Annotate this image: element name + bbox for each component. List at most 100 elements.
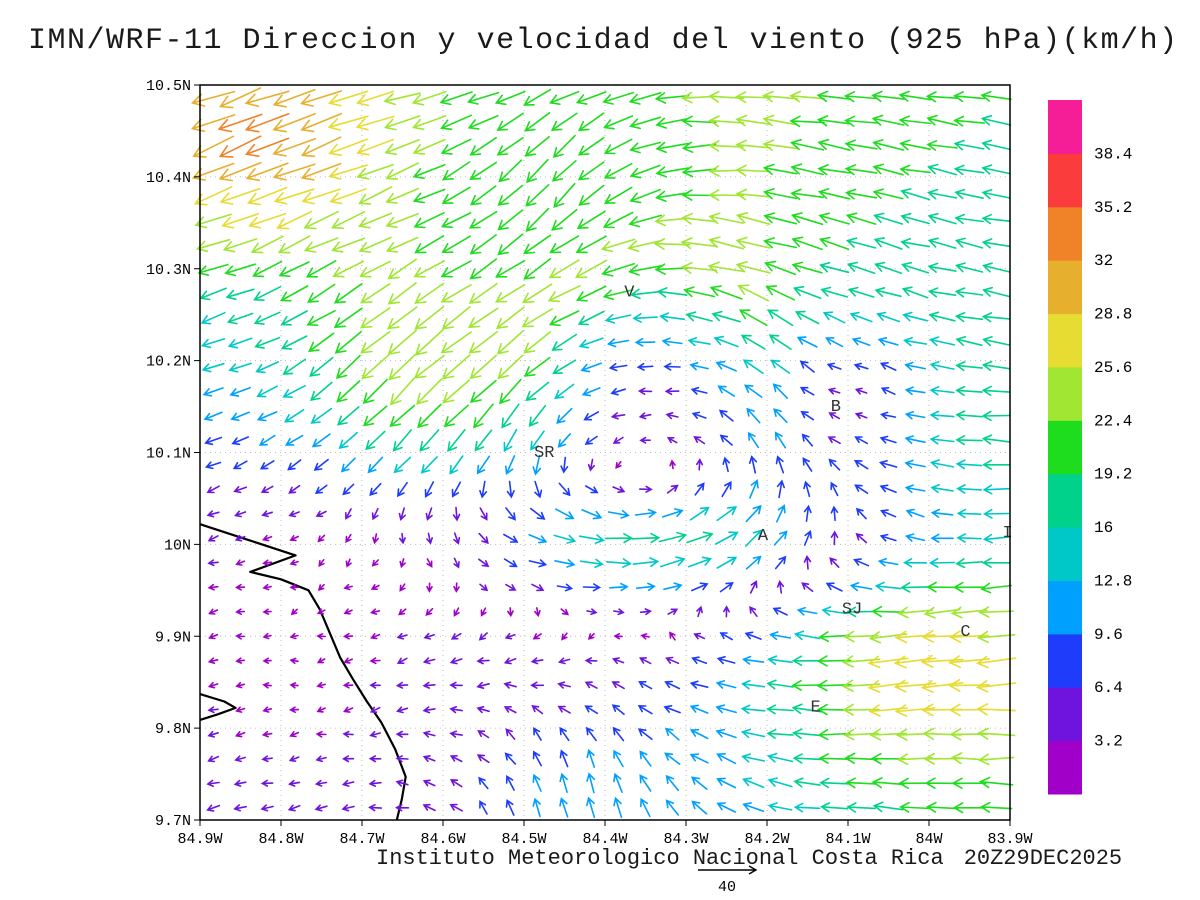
wind-arrow [583,411,600,421]
wind-arrow [601,262,635,277]
wind-arrow [847,286,875,298]
wind-arrow [306,309,336,326]
wind-arrow [948,678,991,692]
wind-arrow [559,772,568,793]
wind-arrow [244,137,290,157]
wind-arrow [741,680,766,690]
wind-arrow [359,260,392,278]
wind-arrow [338,431,358,449]
wind-arrow [469,258,498,280]
wind-arrow [631,532,661,544]
wind-arrow [825,337,844,348]
wind-arrow [898,115,932,127]
chart-caption: Instituto Meteorologico Nacional Costa R… [376,846,1122,871]
wind-arrow [926,140,958,151]
wind-arrow [716,802,736,813]
wind-arrow [414,305,445,330]
wind-arrow [900,212,930,225]
x-tick-label: 84.2W [744,831,789,848]
coastline-segment [199,693,237,721]
wind-arrow [691,800,708,815]
wind-arrow [395,730,409,738]
wind-arrow [505,798,515,816]
wind-arrow [791,679,823,691]
wind-arrow [665,412,679,420]
wind-arrow [476,657,490,665]
wind-arrow [499,378,522,405]
wind-arrow [955,410,983,421]
wind-arrow [469,136,497,156]
wind-arrow [395,779,409,787]
wind-arrow [422,706,436,714]
wind-arrow [793,630,821,641]
wind-arrow [763,237,798,249]
wind-arrow [272,163,316,181]
wind-arrow [342,755,355,763]
wind-arrow [981,238,1011,249]
wind-arrow [245,162,289,182]
wind-arrow [309,381,333,402]
wind-arrow [790,138,825,151]
wind-arrow [369,657,381,665]
wind-arrow [440,260,472,278]
wind-arrow [628,92,662,105]
wind-arrow [982,508,1010,519]
wind-arrow [711,310,741,323]
y-tick-label: 10.4N [146,170,191,187]
wind-arrow [793,777,821,788]
wind-arrow [467,115,499,130]
wind-arrow [846,802,876,813]
wind-arrow [343,583,353,591]
wind-arrow [822,311,846,324]
wind-arrow [557,705,571,714]
wind-arrow [976,655,1017,669]
wind-arrow [300,136,342,158]
wind-arrow [978,776,1014,789]
wind-arrow [627,239,664,252]
wind-arrow [606,338,630,348]
wind-arrow [927,237,957,249]
station-label-sr: SR [534,444,554,463]
station-label-v: V [624,283,635,302]
wind-arrow [816,90,852,103]
wind-arrow [530,681,545,689]
wind-arrow [874,287,902,298]
wind-arrow [577,161,605,181]
wind-arrow [551,333,578,351]
wind-arrow [413,212,445,229]
wind-arrow [206,485,220,494]
wind-arrow [201,362,225,373]
wind-arrow [681,115,717,128]
wind-arrow [927,212,957,225]
wind-arrow [844,115,879,127]
wind-arrow [693,436,706,445]
wind-arrow [745,529,763,547]
wind-arrow [414,235,445,254]
wind-arrow [981,312,1011,323]
wind-arrow [607,509,630,519]
wind-arrow [469,234,497,255]
wind-arrow [525,207,550,232]
wind-arrow [658,531,688,543]
wind-arrow [791,703,823,715]
wind-arrow [289,632,299,640]
wind-arrow [799,360,815,373]
wind-arrow [628,264,663,276]
wind-arrow [411,90,447,106]
wind-arrow [234,534,246,542]
wind-arrow [451,481,462,498]
wind-arrow [532,633,542,640]
wind-arrow [422,779,436,787]
wind-arrow [343,657,353,664]
wind-arrow [327,90,369,107]
wind-arrow [235,681,245,689]
wind-arrow [981,213,1011,225]
wind-arrow [905,508,925,518]
wind-arrow [663,705,681,714]
wind-arrow [208,608,219,615]
wind-arrow [789,115,825,128]
wind-arrow [980,115,1012,126]
wind-arrow [252,260,283,278]
wind-arrow [878,460,898,469]
wind-arrow [656,287,688,298]
